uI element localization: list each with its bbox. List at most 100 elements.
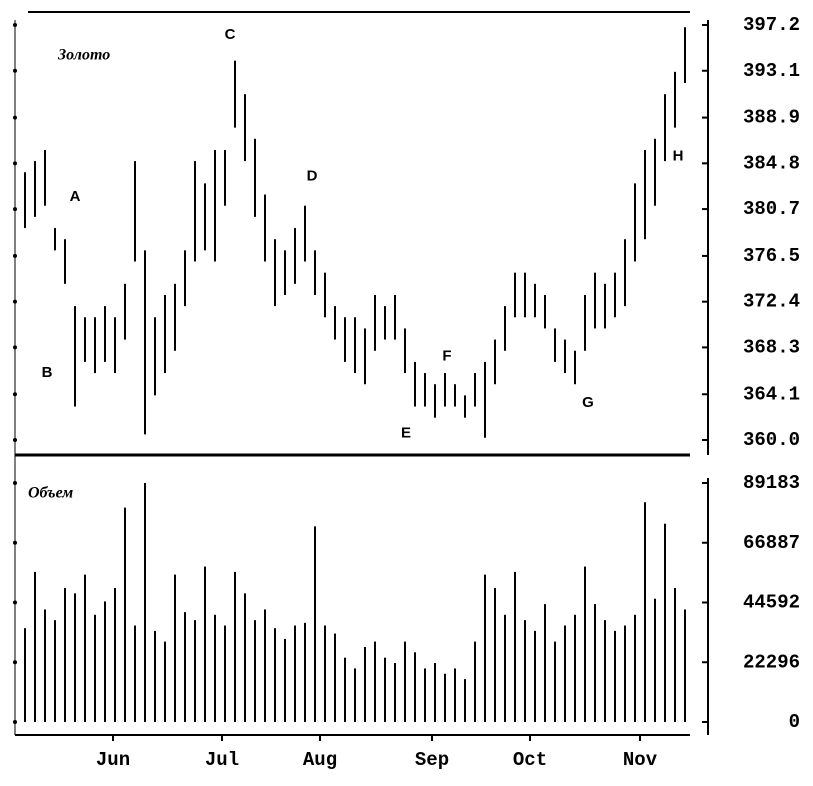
volume-bar xyxy=(664,523,666,722)
volume-bar xyxy=(574,614,576,722)
volume-bar xyxy=(614,630,616,722)
volume-bar xyxy=(274,628,276,722)
volume-bar xyxy=(104,601,106,722)
panel-title: Объем xyxy=(28,485,73,502)
volume-bar xyxy=(454,668,456,722)
y-tick-label: 384.8 xyxy=(743,152,800,174)
y-tick-label: 364.1 xyxy=(743,383,800,405)
y-tick-label: 388.9 xyxy=(743,107,800,129)
volume-bar xyxy=(24,628,26,722)
annotation: B xyxy=(42,364,53,381)
volume-bar xyxy=(674,588,676,722)
volume-bar xyxy=(44,609,46,722)
y-tick-label: 397.2 xyxy=(743,14,800,36)
volume-bar xyxy=(174,574,176,722)
volume-bar xyxy=(534,630,536,722)
tick-dot xyxy=(13,720,17,724)
tick-dot xyxy=(13,299,17,304)
volume-bar xyxy=(414,652,416,722)
volume-bar xyxy=(234,571,236,722)
volume-bar xyxy=(494,588,496,722)
volume-bar xyxy=(374,641,376,722)
volume-bar xyxy=(204,566,206,722)
volume-bar xyxy=(584,566,586,722)
volume-bar xyxy=(344,657,346,722)
annotation: A xyxy=(70,188,81,205)
volume-bar xyxy=(654,598,656,722)
panel-title: Золото xyxy=(57,47,110,64)
volume-bar xyxy=(64,588,66,722)
volume-bar xyxy=(384,657,386,722)
volume-bar xyxy=(444,673,446,722)
tick-dot xyxy=(13,207,17,212)
y-tick-label: 368.3 xyxy=(743,336,800,358)
volume-bar xyxy=(474,641,476,722)
tick-dot xyxy=(13,600,17,605)
volume-bar xyxy=(194,620,196,722)
y-tick-label: 44592 xyxy=(743,592,800,614)
volume-bar xyxy=(504,614,506,722)
volume-bar xyxy=(144,483,146,722)
volume-bar xyxy=(244,593,246,722)
y-tick-label: 393.1 xyxy=(743,60,800,82)
annotation: C xyxy=(225,26,236,43)
volume-bar xyxy=(484,574,486,722)
tick-dot xyxy=(13,660,17,665)
tick-dot xyxy=(13,253,17,258)
x-tick-label: Aug xyxy=(303,749,337,771)
volume-bar xyxy=(224,625,226,722)
volume-bar xyxy=(284,638,286,722)
y-tick-label: 89183 xyxy=(743,472,800,494)
volume-bar xyxy=(184,612,186,722)
volume-bar xyxy=(114,588,116,722)
volume-bar xyxy=(644,502,646,722)
volume-bar xyxy=(34,571,36,722)
volume-bar xyxy=(164,641,166,722)
x-tick-label: Sep xyxy=(415,749,449,771)
y-tick-label: 380.7 xyxy=(743,198,800,220)
volume-bar xyxy=(554,641,556,722)
volume-bar xyxy=(594,604,596,722)
volume-bar xyxy=(254,620,256,722)
volume-bar xyxy=(464,679,466,722)
volume-bar xyxy=(124,507,126,722)
volume-bar xyxy=(314,526,316,722)
volume-bar xyxy=(94,614,96,722)
volume-bar xyxy=(404,641,406,722)
volume-bar xyxy=(424,668,426,722)
volume-bar xyxy=(74,593,76,722)
y-tick-label: 0 xyxy=(789,711,800,733)
volume-bar xyxy=(684,609,686,722)
volume-bar xyxy=(304,622,306,722)
tick-dot xyxy=(13,115,17,120)
x-tick-label: Nov xyxy=(623,749,658,771)
volume-bar xyxy=(54,620,56,722)
tick-dot xyxy=(13,23,17,27)
annotation: G xyxy=(582,394,594,411)
annotation: D xyxy=(307,168,318,185)
annotation: H xyxy=(673,148,684,165)
volume-bar xyxy=(544,604,546,722)
x-tick-label: Oct xyxy=(513,749,547,771)
volume-bar xyxy=(604,620,606,722)
volume-bar xyxy=(634,614,636,722)
y-tick-label: 372.4 xyxy=(743,291,800,313)
y-tick-label: 360.0 xyxy=(743,429,800,451)
volume-bar xyxy=(264,609,266,722)
volume-bar xyxy=(524,620,526,722)
volume-bar xyxy=(294,625,296,722)
y-tick-label: 66887 xyxy=(743,532,800,554)
x-tick-label: Jul xyxy=(205,749,239,771)
volume-bar xyxy=(394,663,396,722)
volume-bar xyxy=(334,633,336,722)
volume-bar xyxy=(364,646,366,722)
tick-dot xyxy=(13,68,17,73)
tick-dot xyxy=(13,161,17,166)
volume-bar xyxy=(624,625,626,722)
tick-dot xyxy=(13,392,17,397)
tick-dot xyxy=(13,345,17,350)
x-tick-label: Jun xyxy=(96,749,130,771)
tick-dot xyxy=(13,438,17,442)
tick-dot xyxy=(13,481,17,485)
